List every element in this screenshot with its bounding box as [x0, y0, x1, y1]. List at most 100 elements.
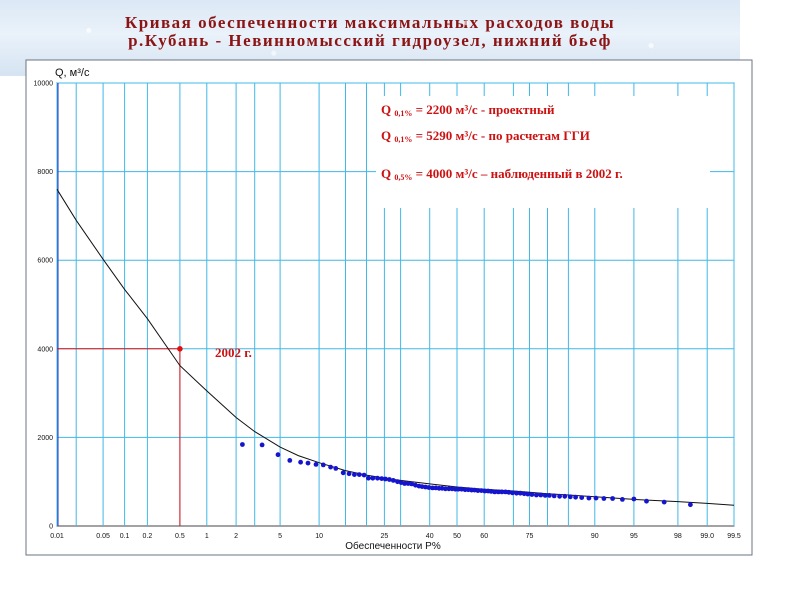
x-tick-label: 2 — [234, 533, 238, 540]
data-point — [320, 462, 326, 468]
grid — [56, 82, 735, 526]
data-point — [313, 462, 319, 467]
annotation-design-symbol: Q — [381, 102, 392, 117]
data-point — [562, 493, 568, 499]
x-tick-label: 0.5 — [175, 533, 185, 540]
marker-label: 2002 г. — [215, 345, 252, 360]
annotation-ggi: Q 0,1% = 5290 м³/с - по расчетам ГГИ — [381, 129, 676, 146]
data-point — [409, 481, 415, 487]
data-point — [366, 475, 371, 481]
data-point — [593, 495, 599, 501]
data-point — [644, 498, 649, 504]
x-tick-label: 0.01 — [50, 533, 64, 540]
x-tick-label: 25 — [381, 533, 389, 540]
annotation-design-text: = 2200 м³/с - проектный — [412, 102, 555, 117]
data-point — [567, 494, 573, 500]
data-point — [547, 493, 552, 498]
annotation-observed-text: = 4000 м³/с – наблюденный в 2002 г. — [412, 166, 623, 181]
y-tick-label: 8000 — [37, 169, 53, 176]
data-point — [259, 442, 265, 448]
data-point — [370, 475, 376, 481]
data-point — [383, 476, 388, 482]
data-point — [305, 460, 311, 466]
marker-2002 — [57, 346, 183, 526]
annotation-ggi-symbol: Q — [381, 128, 392, 143]
data-point — [610, 496, 615, 501]
annotation-design-probability: 0,1% — [394, 109, 413, 118]
data-point — [488, 489, 494, 494]
data-point — [517, 490, 523, 496]
annotation-ggi-text: = 5290 м³/с - по расчетам ГГИ — [412, 128, 590, 143]
data-point — [387, 477, 392, 482]
annotation-design: Q 0,1% = 2200 м³/с - проектный — [381, 103, 701, 120]
x-tick-label: 99.0 — [700, 533, 714, 540]
axis-ticks: 0.01 0.05 0.1 0.2 0.5 1 2 5 10 25 40 50 60 75 90 95 98 99… — [34, 81, 741, 541]
data-point — [475, 488, 481, 493]
data-point — [287, 458, 293, 463]
data-point — [240, 442, 245, 447]
data-point — [395, 479, 400, 485]
x-tick-label: 10 — [315, 533, 323, 540]
data-point — [601, 496, 607, 501]
annotation-box: Q 0,1% = 2200 м³/с - проектный Q 0,1% = … — [376, 96, 710, 208]
data-point — [525, 491, 531, 497]
data-point — [521, 491, 527, 497]
x-tick-label: 40 — [426, 533, 434, 540]
data-point — [482, 488, 488, 494]
annotation-observed-symbol: Q — [381, 166, 392, 181]
data-point — [455, 486, 461, 492]
data-point — [586, 495, 592, 501]
x-tick-label: 0.2 — [143, 533, 153, 540]
data-point — [379, 476, 385, 481]
x-tick-label: 90 — [591, 533, 599, 540]
y-tick-label: 10000 — [34, 81, 54, 88]
data-point — [542, 493, 548, 498]
data-point — [514, 490, 519, 496]
data-point — [328, 464, 333, 470]
data-point — [356, 472, 362, 477]
annotation-observed-probability: 0,5% — [394, 173, 413, 182]
data-point — [361, 472, 367, 478]
data-point — [506, 489, 512, 495]
data-point — [529, 492, 535, 497]
data-point — [390, 478, 396, 483]
data-point — [661, 499, 667, 505]
data-point — [340, 470, 346, 476]
observed-points — [240, 442, 693, 508]
data-point — [430, 485, 435, 491]
x-tick-label: 1 — [205, 533, 209, 540]
data-point — [352, 472, 357, 477]
data-point — [688, 502, 693, 508]
x-tick-label: 75 — [526, 533, 534, 540]
y-tick-label: 4000 — [37, 346, 53, 353]
y-axis-label: Q, м³/с — [55, 67, 90, 79]
data-point — [510, 490, 515, 496]
x-tick-label: 98 — [674, 533, 682, 540]
data-point — [402, 481, 407, 486]
y-tick-label: 6000 — [37, 258, 53, 265]
x-tick-label: 60 — [480, 533, 488, 540]
annotation-ggi-probability: 0,1% — [394, 135, 413, 144]
x-tick-label: 95 — [630, 533, 638, 540]
data-point — [534, 492, 539, 498]
data-point — [375, 475, 380, 481]
x-tick-label: 99.5 — [727, 533, 741, 540]
x-tick-label: 50 — [453, 533, 461, 540]
data-point — [275, 452, 281, 458]
data-point — [499, 489, 505, 495]
data-point — [405, 481, 411, 486]
x-tick-label: 0.05 — [96, 533, 110, 540]
data-point — [492, 489, 498, 495]
x-axis-label: Обеспеченности Р% — [345, 540, 441, 552]
data-point — [579, 495, 585, 500]
data-point — [443, 486, 448, 492]
data-point — [620, 497, 625, 502]
data-point — [538, 492, 544, 498]
data-point — [426, 485, 432, 490]
x-tick-label: 5 — [278, 533, 282, 540]
data-point — [459, 486, 464, 492]
marker-point — [177, 346, 183, 352]
data-point — [496, 489, 501, 495]
data-point — [298, 459, 303, 465]
